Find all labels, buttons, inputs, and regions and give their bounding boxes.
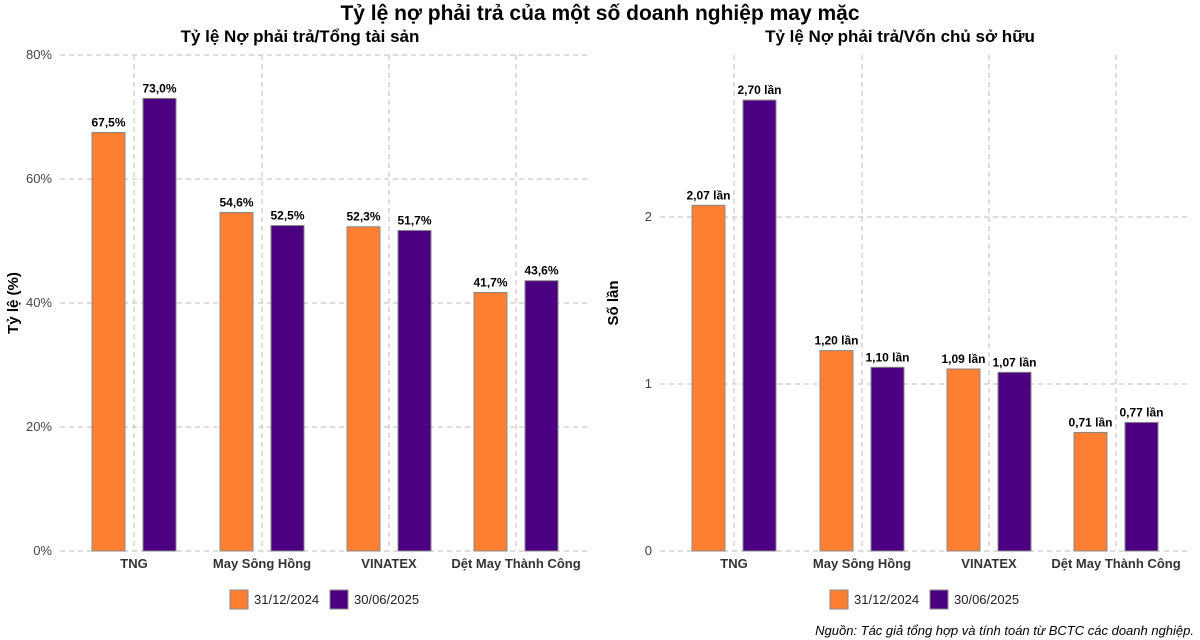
- bar-series2[interactable]: [870, 366, 905, 552]
- bar-series2[interactable]: [397, 229, 432, 552]
- data-label: 43,6%: [524, 264, 558, 278]
- legend-swatch: [229, 589, 249, 610]
- bar-series2[interactable]: [742, 99, 777, 552]
- bar-series1[interactable]: [219, 211, 254, 552]
- category-label: TNG: [720, 556, 747, 571]
- bar-series1[interactable]: [91, 132, 126, 552]
- left-panel-title: Tỷ lệ Nợ phải trả/Tổng tài sản: [180, 27, 420, 46]
- y-tick-label: 1: [645, 376, 652, 391]
- data-label: 54,6%: [219, 195, 253, 209]
- y-tick-label: 80%: [26, 47, 52, 62]
- data-label: 52,5%: [270, 209, 304, 223]
- data-label: 2,70 lần: [737, 83, 781, 97]
- bar-series2[interactable]: [142, 97, 177, 552]
- data-label: 1,20 lần: [814, 334, 858, 348]
- bar-series2[interactable]: [1124, 421, 1159, 552]
- legend-swatch: [829, 589, 849, 610]
- legend-label: 31/12/2024: [254, 592, 319, 607]
- data-label: 0,77 lần: [1119, 405, 1163, 419]
- y-tick-label: 0%: [33, 543, 52, 558]
- bar-series2[interactable]: [270, 225, 305, 552]
- data-label: 51,7%: [397, 213, 431, 227]
- main-title: Tỷ lệ nợ phải trả của một số doanh nghiệ…: [340, 2, 860, 25]
- data-label: 41,7%: [473, 275, 507, 289]
- legend-swatch: [929, 589, 949, 610]
- bar-series1[interactable]: [946, 368, 981, 552]
- category-label: May Sông Hồng: [213, 556, 311, 571]
- y-tick-label: 40%: [26, 295, 52, 310]
- bar-series1[interactable]: [1073, 431, 1108, 552]
- category-label: Dệt May Thành Công: [451, 556, 580, 571]
- category-label: VINATEX: [961, 556, 1017, 571]
- data-label: 1,07 lần: [992, 355, 1036, 369]
- y-axis-label: Số lần: [605, 280, 622, 325]
- source-note: Nguồn: Tác giả tổng hợp và tính toán từ …: [815, 623, 1194, 638]
- category-label: May Sông Hồng: [813, 556, 911, 571]
- bar-series1[interactable]: [819, 350, 854, 552]
- bar-series1[interactable]: [346, 226, 381, 552]
- bar-series1[interactable]: [473, 291, 508, 552]
- bar-series1[interactable]: [691, 204, 726, 552]
- bar-series2[interactable]: [997, 371, 1032, 552]
- legend-label: 30/06/2025: [354, 592, 419, 607]
- category-label: Dệt May Thành Công: [1051, 556, 1180, 571]
- y-tick-label: 0: [645, 543, 652, 558]
- legend-swatch: [329, 589, 349, 610]
- data-label: 73,0%: [142, 81, 176, 95]
- category-label: VINATEX: [361, 556, 417, 571]
- legend-label: 31/12/2024: [854, 592, 919, 607]
- data-label: 67,5%: [91, 116, 125, 130]
- data-label: 52,3%: [346, 210, 380, 224]
- bar-series2[interactable]: [524, 280, 559, 552]
- y-tick-label: 60%: [26, 171, 52, 186]
- y-tick-label: 2: [645, 209, 652, 224]
- right-panel-title: Tỷ lệ Nợ phải trả/Vốn chủ sở hữu: [765, 27, 1035, 46]
- legend-label: 30/06/2025: [954, 592, 1019, 607]
- data-label: 2,07 lần: [686, 188, 730, 202]
- y-axis-label: Tỷ lệ (%): [5, 272, 22, 334]
- y-tick-label: 20%: [26, 419, 52, 434]
- category-label: TNG: [120, 556, 147, 571]
- data-label: 1,09 lần: [941, 352, 985, 366]
- data-label: 0,71 lần: [1068, 415, 1112, 429]
- data-label: 1,10 lần: [865, 350, 909, 364]
